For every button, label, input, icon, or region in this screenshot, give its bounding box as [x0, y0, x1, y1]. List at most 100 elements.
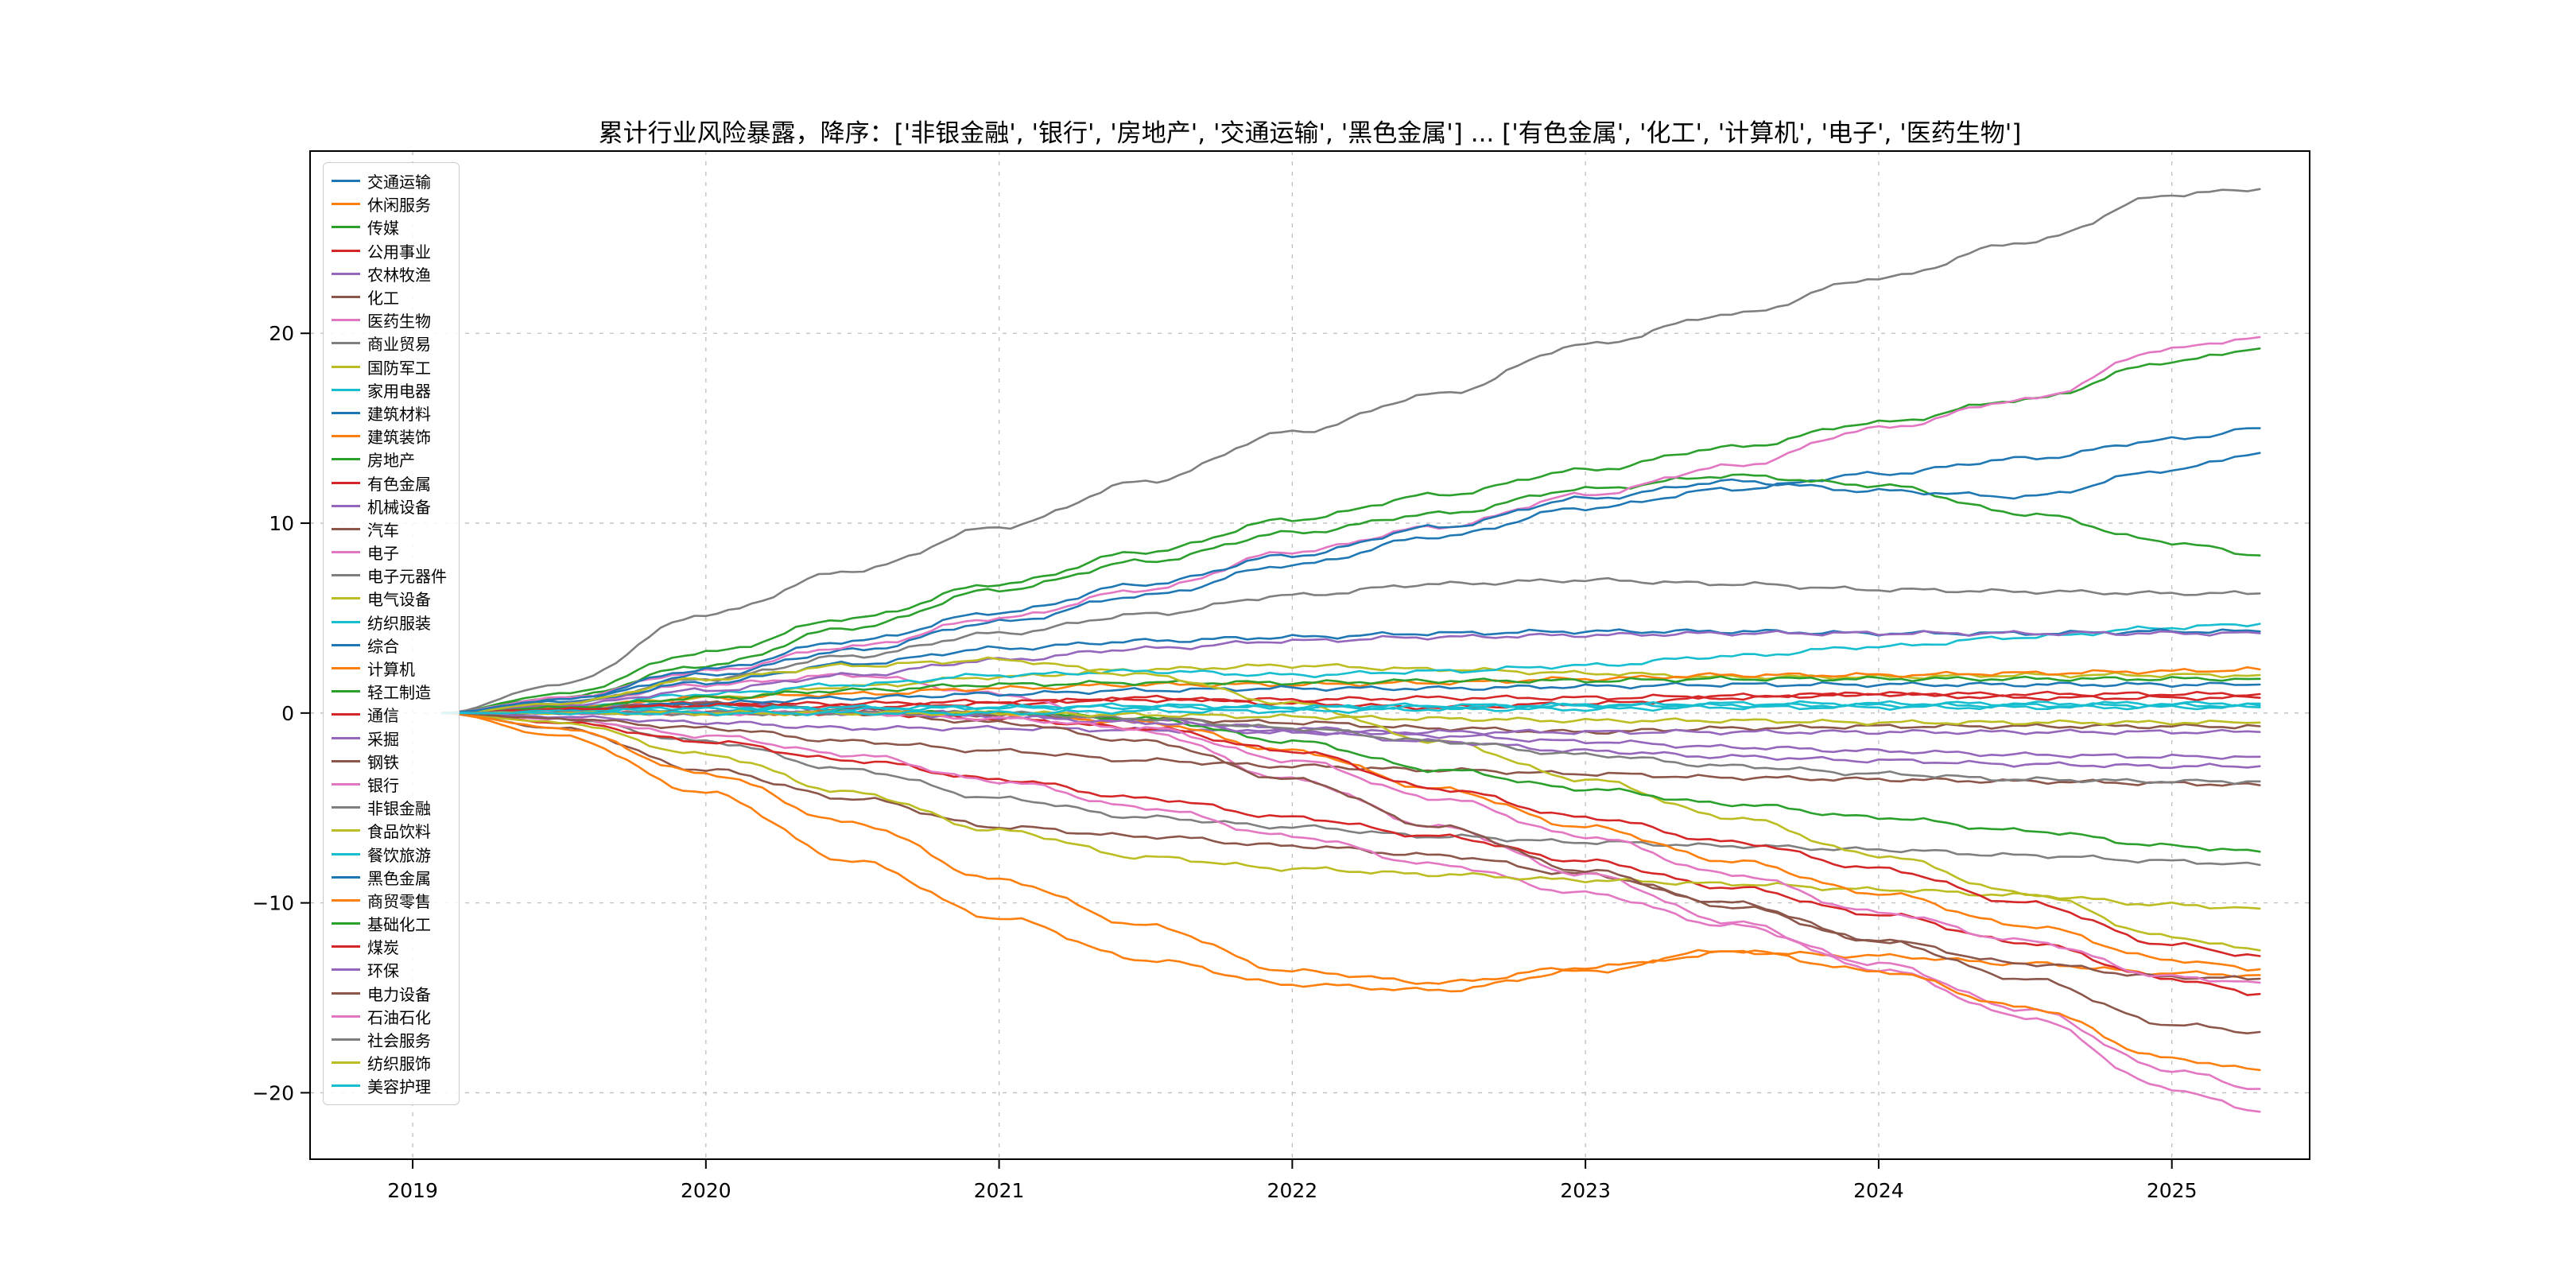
legend-item: 商贸零售	[332, 889, 451, 912]
x-tick-label: 2021	[974, 1179, 1025, 1202]
legend-item: 非银金融	[332, 796, 451, 819]
legend-label: 黑色金属	[367, 868, 431, 888]
legend-label: 煤炭	[367, 938, 399, 958]
legend-label: 农林牧渔	[367, 265, 431, 285]
legend-swatch	[332, 875, 360, 879]
legend-label: 家用电器	[367, 381, 431, 401]
legend-label: 非银金融	[367, 799, 431, 819]
legend-item: 房地产	[332, 448, 451, 471]
legend-swatch	[332, 365, 360, 368]
legend-swatch	[332, 1038, 360, 1042]
series-line	[440, 623, 2261, 715]
legend-swatch	[332, 829, 360, 832]
legend-label: 计算机	[367, 660, 415, 680]
legend-item: 有色金属	[332, 471, 451, 494]
legend-label: 交通运输	[367, 173, 431, 192]
y-tick-label: −10	[252, 892, 294, 915]
series-line	[440, 709, 2261, 972]
legend-item: 美容护理	[332, 1074, 451, 1097]
series-line	[440, 675, 2261, 715]
legend-label: 银行	[367, 775, 399, 795]
legend-label: 石油石化	[367, 1007, 431, 1027]
series-line	[440, 347, 2261, 715]
legend-label: 电子	[367, 544, 399, 564]
series-line	[440, 712, 2261, 996]
legend-item: 交通运输	[332, 169, 451, 192]
series-line	[440, 452, 2261, 715]
legend-swatch	[332, 411, 360, 414]
legend-swatch	[332, 527, 360, 530]
series-line	[440, 712, 2261, 1034]
legend-swatch	[332, 713, 360, 716]
legend-label: 美容护理	[367, 1077, 431, 1097]
series-line	[440, 712, 2261, 910]
series-line	[440, 712, 2261, 1090]
legend-label: 商业贸易	[367, 335, 431, 355]
legend-label: 电气设备	[367, 590, 431, 610]
legend-label: 电子元器件	[367, 567, 447, 587]
legend-swatch	[332, 226, 360, 229]
legend-swatch	[332, 852, 360, 855]
legend-item: 国防军工	[332, 355, 451, 378]
legend-swatch	[332, 203, 360, 206]
legend-item: 建筑装饰	[332, 425, 451, 448]
legend-label: 化工	[367, 289, 399, 308]
legend-label: 医药生物	[367, 312, 431, 332]
series-line	[440, 336, 2261, 715]
legend-item: 纺织服装	[332, 611, 451, 634]
legend-item: 综合	[332, 634, 451, 657]
legend-label: 房地产	[367, 451, 415, 471]
series-line	[440, 712, 2261, 867]
y-tick-label: 0	[281, 702, 294, 725]
legend-item: 钢铁	[332, 750, 451, 773]
legend-label: 纺织服饰	[367, 1054, 431, 1074]
series-line	[440, 473, 2261, 715]
x-tick-label: 2024	[1853, 1179, 1904, 1202]
y-tick-label: −20	[252, 1081, 294, 1104]
series-line	[440, 709, 2261, 727]
legend-item: 传媒	[332, 215, 451, 239]
legend-swatch	[332, 1084, 360, 1088]
series-line	[440, 712, 2261, 1072]
legend-item: 家用电器	[332, 378, 451, 402]
legend-item: 汽车	[332, 518, 451, 541]
legend-swatch	[332, 180, 360, 183]
legend-swatch	[332, 272, 360, 275]
legend-item: 餐饮旅游	[332, 842, 451, 865]
y-tick-label: 20	[269, 322, 294, 345]
legend-label: 建筑装饰	[367, 428, 431, 448]
series-line	[440, 704, 2261, 716]
legend-item: 计算机	[332, 657, 451, 680]
legend-item: 电子	[332, 541, 451, 564]
legend-label: 汽车	[367, 520, 399, 540]
legend-swatch	[332, 922, 360, 925]
x-tick-label: 2019	[387, 1179, 438, 1202]
legend-label: 电力设备	[367, 984, 431, 1004]
chart-title: 累计行业风险暴露，降序：['非银金融', '银行', '房地产', '交通运输'…	[598, 119, 2022, 148]
legend-item: 轻工制造	[332, 680, 451, 703]
legend-swatch	[332, 296, 360, 299]
legend-swatch	[332, 759, 360, 762]
legend-label: 采掘	[367, 729, 399, 749]
series-line	[440, 673, 2261, 1113]
legend-item: 休闲服务	[332, 192, 451, 215]
legend-label: 社会服务	[367, 1031, 431, 1051]
legend-swatch	[332, 388, 360, 391]
legend-swatch	[332, 504, 360, 507]
legend-swatch	[332, 667, 360, 670]
legend-swatch	[332, 481, 360, 484]
series-line	[440, 188, 2261, 715]
legend-item: 医药生物	[332, 308, 451, 332]
legend-label: 传媒	[367, 219, 399, 239]
legend: 交通运输 休闲服务 传媒 公用事业 农林牧渔 化工 医药生物 商业贸易 国防军工 家用电器 建筑材料…	[323, 162, 460, 1105]
legend-swatch	[332, 1014, 360, 1018]
axes-frame	[309, 150, 2310, 1160]
legend-label: 基础化工	[367, 915, 431, 935]
legend-swatch	[332, 620, 360, 623]
legend-swatch	[332, 342, 360, 345]
legend-swatch	[332, 898, 360, 902]
legend-swatch	[332, 806, 360, 809]
legend-item: 银行	[332, 773, 451, 796]
legend-item: 化工	[332, 285, 451, 308]
